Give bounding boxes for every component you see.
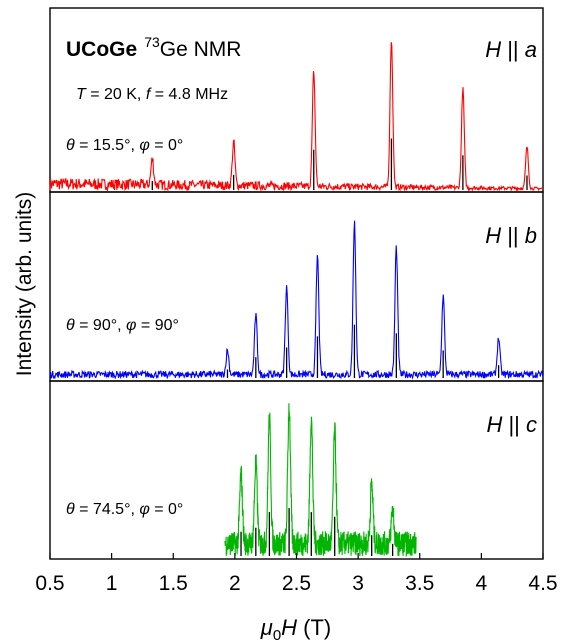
spectra-traces [49,42,544,558]
x-tick-label-2: 1.5 [159,572,188,595]
x-tick-label-8: 4.5 [528,572,557,595]
angle-label-b: θ = 90°, φ = 90° [66,317,179,334]
conditions-label: T = 20 K, f = 4.8 MHz [76,86,228,103]
x-tick-label-4: 2.5 [282,572,311,595]
x-tick-label-1: 1 [106,572,118,595]
x-tick-label-7: 4 [476,572,488,595]
panel-b-frame [49,191,544,382]
y-axis-label: Intensity (arb. units) [13,192,36,376]
spectrum-line-b [49,220,544,380]
angle-label-c: θ = 74.5°, φ = 0° [66,501,183,518]
field-direction-b: H || b [485,223,537,248]
x-tick-label-5: 3 [352,572,364,595]
x-axis-label: μ0H (T) [260,615,332,643]
angle-label-a: θ = 15.5°, φ = 0° [66,137,183,154]
spectrum-line-a [49,42,544,193]
panel-c-frame [49,380,544,560]
x-tick-label-0: 0.5 [35,572,64,595]
chart-title: UCoGe 73Ge NMR [66,34,241,61]
x-axis-ticks: 0.5 1 1.5 2 2.5 3 3.5 4 4.5 [35,553,558,595]
x-tick-label-6: 3.5 [405,572,434,595]
spectrum-line-c [224,403,417,558]
field-direction-a: H || a [485,37,537,62]
field-direction-c: H || c [486,412,537,437]
x-tick-label-3: 2 [229,572,241,595]
